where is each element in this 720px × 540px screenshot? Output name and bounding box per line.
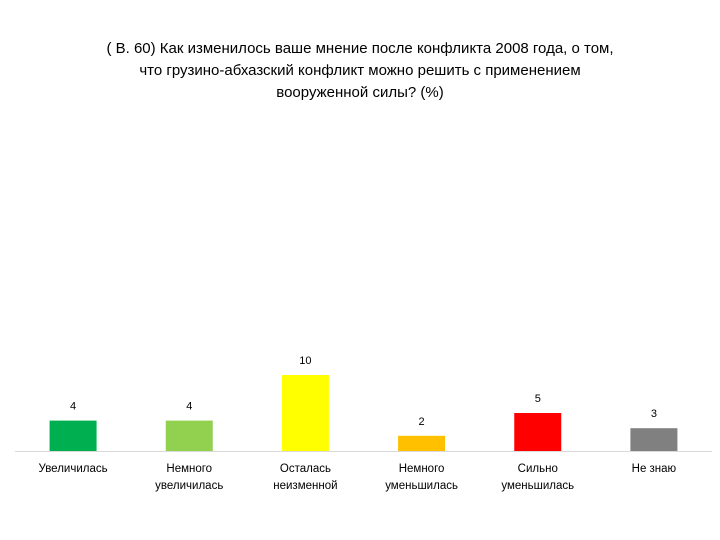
data-label-3: 2 xyxy=(419,416,425,428)
bar-0 xyxy=(49,420,97,451)
category-label-2: Осталась неизменной xyxy=(273,463,337,492)
bar-1 xyxy=(165,420,213,451)
data-label-1: 4 xyxy=(186,401,192,413)
category-label-4: Сильно уменьшилась xyxy=(501,463,574,492)
data-label-0: 4 xyxy=(70,401,76,413)
data-label-4: 5 xyxy=(535,393,541,405)
data-label-5: 3 xyxy=(651,408,657,420)
chart-title: ( В. 60) Как изменилось ваше мнение посл… xyxy=(106,40,614,101)
data-label-2: 10 xyxy=(299,355,311,367)
category-label-1: Немного увеличилась xyxy=(155,463,223,492)
bar-5 xyxy=(630,428,678,451)
category-label-3: Немного уменьшилась xyxy=(385,463,458,492)
category-label-0: Увеличилась xyxy=(39,463,108,475)
bar-4 xyxy=(514,413,562,451)
bar-2 xyxy=(281,375,329,451)
bar-3 xyxy=(398,435,446,451)
category-label-5: Не знаю xyxy=(632,463,677,475)
